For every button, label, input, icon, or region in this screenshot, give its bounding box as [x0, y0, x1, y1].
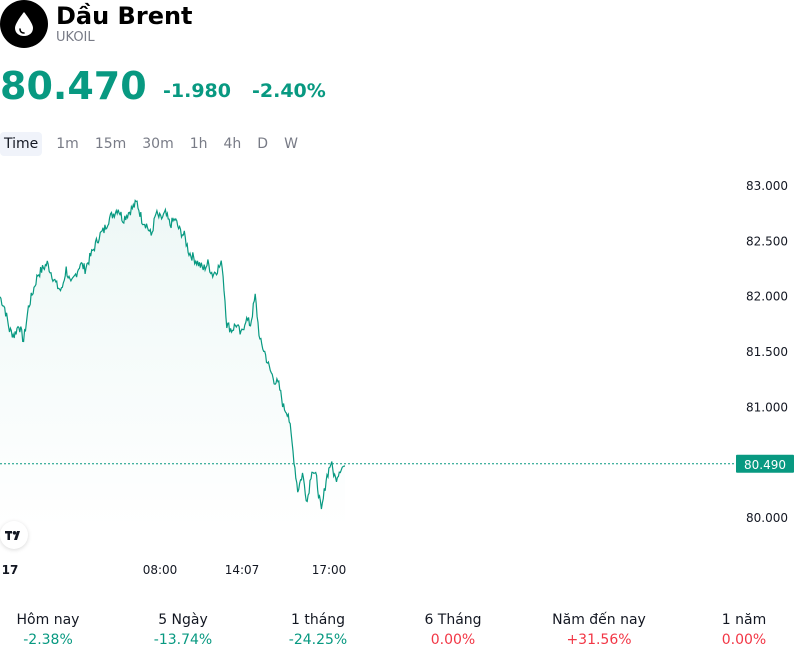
period-label: 5 Ngày	[158, 612, 208, 628]
period-6-months[interactable]: 6 Tháng 0.00%	[388, 610, 518, 650]
y-tick-label: 83.000	[746, 179, 788, 193]
instrument-ticker: UKOIL	[56, 30, 95, 45]
period-value: 0.00%	[721, 632, 767, 648]
tab-4h[interactable]: 4h	[223, 136, 242, 152]
tab-15m[interactable]: 15m	[94, 136, 127, 152]
tab-1m[interactable]: 1m	[56, 136, 79, 152]
current-price-badge	[736, 454, 794, 473]
price-line	[0, 199, 346, 510]
x-tick-label: 08:00	[143, 563, 178, 577]
y-tick-label: 81.000	[746, 400, 788, 414]
x-tick-label: 14:07	[225, 563, 260, 577]
tradingview-logo-icon[interactable]	[0, 521, 28, 549]
period-value: -13.74%	[153, 632, 213, 648]
period-value: -2.38%	[23, 632, 73, 648]
period-value: -24.25%	[288, 632, 348, 648]
period-1-year[interactable]: 1 năm 0.00%	[679, 610, 800, 650]
tab-d[interactable]: D	[257, 136, 269, 152]
x-tick-label: 17:00	[312, 563, 347, 577]
period-label: Năm đến nay	[552, 612, 646, 628]
timeframe-tabs: Time 1m 15m 30m 1h 4h D W	[0, 132, 306, 156]
period-value: 0.00%	[430, 632, 476, 648]
tab-time[interactable]: Time	[0, 132, 43, 156]
last-price: 80.470	[0, 64, 147, 108]
price-change: -1.980	[163, 80, 231, 102]
y-tick-label: 82.500	[746, 234, 788, 248]
current-price-label: 80.490	[744, 458, 786, 472]
instrument-name: Dầu Brent	[56, 2, 193, 30]
period-label: 1 tháng	[290, 612, 346, 628]
tab-30m[interactable]: 30m	[142, 136, 174, 152]
y-tick-label: 81.500	[746, 345, 788, 359]
period-ytd[interactable]: Năm đến nay +31.56%	[534, 610, 664, 650]
y-tick-label: 82.000	[746, 290, 788, 304]
period-5-days[interactable]: 5 Ngày -13.74%	[118, 610, 248, 650]
period-today[interactable]: Hôm nay -2.38%	[0, 610, 113, 650]
period-label: 6 Tháng	[424, 612, 482, 628]
x-tick-label: 17	[2, 563, 19, 577]
oil-drop-icon	[0, 0, 48, 48]
period-label: Hôm nay	[16, 612, 80, 628]
period-label: 1 năm	[721, 612, 767, 628]
price-chart-svg[interactable]: 83.000 82.500 82.000 81.500 81.000 80.000 80.4…	[0, 170, 800, 590]
tab-w[interactable]: W	[284, 136, 298, 152]
y-tick-label: 80.000	[746, 511, 788, 525]
instrument-header: Dầu Brent UKOIL	[0, 0, 800, 60]
price-change-percent: -2.40%	[252, 80, 326, 102]
price-chart[interactable]: 83.000 82.500 82.000 81.500 81.000 80.000 80.4…	[0, 170, 800, 590]
performance-periods: Hôm nay -2.38% 5 Ngày -13.74% 1 tháng -2…	[0, 610, 800, 654]
tab-1h[interactable]: 1h	[189, 136, 208, 152]
period-1-month[interactable]: 1 tháng -24.25%	[253, 610, 383, 650]
period-value: +31.56%	[566, 632, 632, 648]
price-area-fill	[0, 200, 345, 530]
